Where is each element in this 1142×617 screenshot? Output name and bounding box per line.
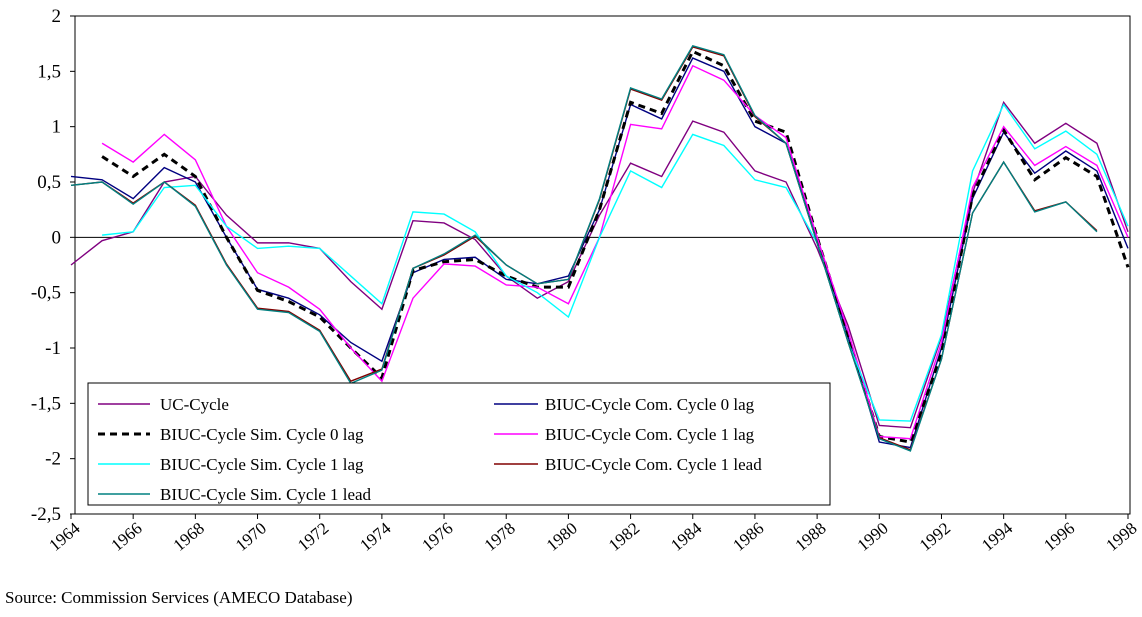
legend-label: BIUC-Cycle Com. Cycle 0 lag: [545, 395, 755, 414]
y-tick-label: -1: [45, 338, 61, 359]
x-tick-label: 1982: [605, 519, 643, 555]
x-tick-label: 1994: [978, 518, 1017, 555]
source-note: Source: Commission Services (AMECO Datab…: [5, 588, 353, 607]
y-tick-label: 2: [52, 6, 62, 27]
x-tick-label: 1992: [916, 519, 954, 555]
series-line: [101, 49, 1130, 444]
x-tick-label: 1966: [107, 519, 145, 555]
y-tick-label: -0,5: [31, 283, 61, 304]
x-tick-label: 1990: [854, 519, 892, 555]
x-tick-label: 1988: [791, 519, 829, 555]
legend-label: BIUC-Cycle Com. Cycle 1 lag: [545, 425, 755, 444]
x-tick-label: 1984: [667, 518, 706, 555]
plot-frame: [74, 15, 1131, 515]
y-tick-label: 1,5: [37, 61, 61, 82]
x-tick-label: 1970: [232, 519, 270, 555]
x-tick-label: 1986: [729, 519, 767, 555]
x-tick-label: 1980: [543, 519, 581, 555]
x-tick-label: 1976: [418, 519, 456, 555]
x-tick-label: 1998: [1102, 519, 1140, 555]
series-line: [101, 64, 1129, 440]
x-tick-label: 1968: [170, 519, 208, 555]
y-tick-label: 0,5: [37, 172, 61, 193]
x-tick-label: 1996: [1040, 519, 1078, 555]
x-tick-label: 1978: [481, 519, 519, 555]
x-tick-label: 1974: [356, 518, 395, 555]
series-line: [102, 103, 1129, 422]
x-tick-label: 1972: [294, 519, 332, 555]
y-tick-label: -2,5: [31, 504, 61, 525]
y-tick-label: -2: [45, 449, 61, 470]
y-tick-label: 0: [52, 227, 62, 248]
y-tick-label: -1,5: [31, 393, 61, 414]
series-line: [70, 45, 1098, 452]
y-tick-label: 1: [52, 117, 62, 138]
legend-label: BIUC-Cycle Sim. Cycle 1 lag: [160, 455, 364, 474]
legend-label: UC-Cycle: [160, 395, 229, 414]
legend-box: [87, 382, 831, 506]
legend-label: BIUC-Cycle Com. Cycle 1 lead: [545, 455, 762, 474]
legend-label: BIUC-Cycle Sim. Cycle 1 lead: [160, 485, 372, 504]
legend-label: BIUC-Cycle Sim. Cycle 0 lag: [160, 425, 364, 444]
series-line: [70, 100, 1129, 429]
